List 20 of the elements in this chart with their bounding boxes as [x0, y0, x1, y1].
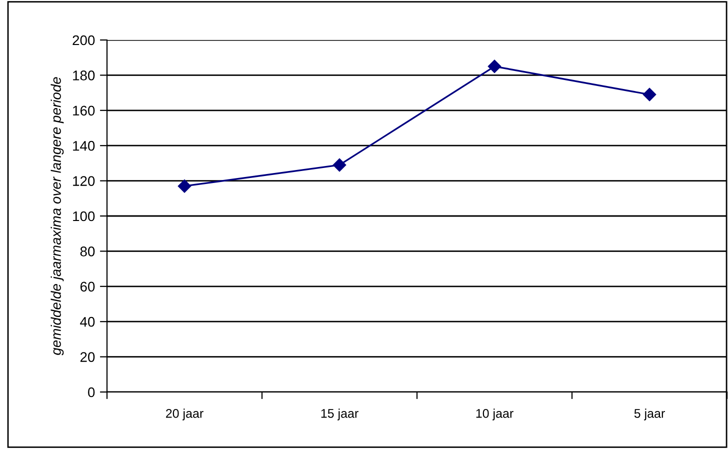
point	[642, 88, 656, 102]
y-tick-label: 160	[73, 106, 95, 116]
point	[488, 60, 502, 73]
y-tick-label: 200	[72, 35, 95, 46]
y-tick-label: 40	[80, 316, 95, 327]
y-tick-label: 20	[80, 352, 95, 362]
y-tick-label: 140	[73, 140, 95, 151]
x-tick-label: 10 jaar	[476, 408, 514, 420]
y-tick-label: 100	[73, 211, 95, 222]
x-tick-label: 15 jaar	[321, 408, 358, 420]
y-tick-label: 180	[73, 70, 95, 80]
x-tick-label: 5 jaar	[634, 408, 665, 420]
y-tick-label: 120	[73, 176, 95, 186]
y-tick-label: 0	[88, 387, 95, 398]
y-axis-title: gemiddelde jaarmaxima over langere periode	[50, 77, 64, 356]
y-tick-label: 80	[80, 246, 95, 256]
y-tick-label: 60	[80, 282, 95, 292]
point	[332, 158, 346, 172]
point	[178, 179, 192, 193]
x-tick-label: 20 jaar	[166, 408, 204, 420]
